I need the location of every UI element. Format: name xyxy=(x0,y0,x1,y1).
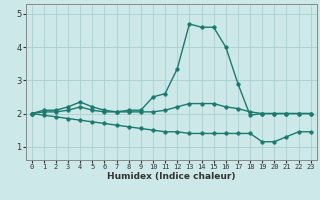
X-axis label: Humidex (Indice chaleur): Humidex (Indice chaleur) xyxy=(107,172,236,181)
